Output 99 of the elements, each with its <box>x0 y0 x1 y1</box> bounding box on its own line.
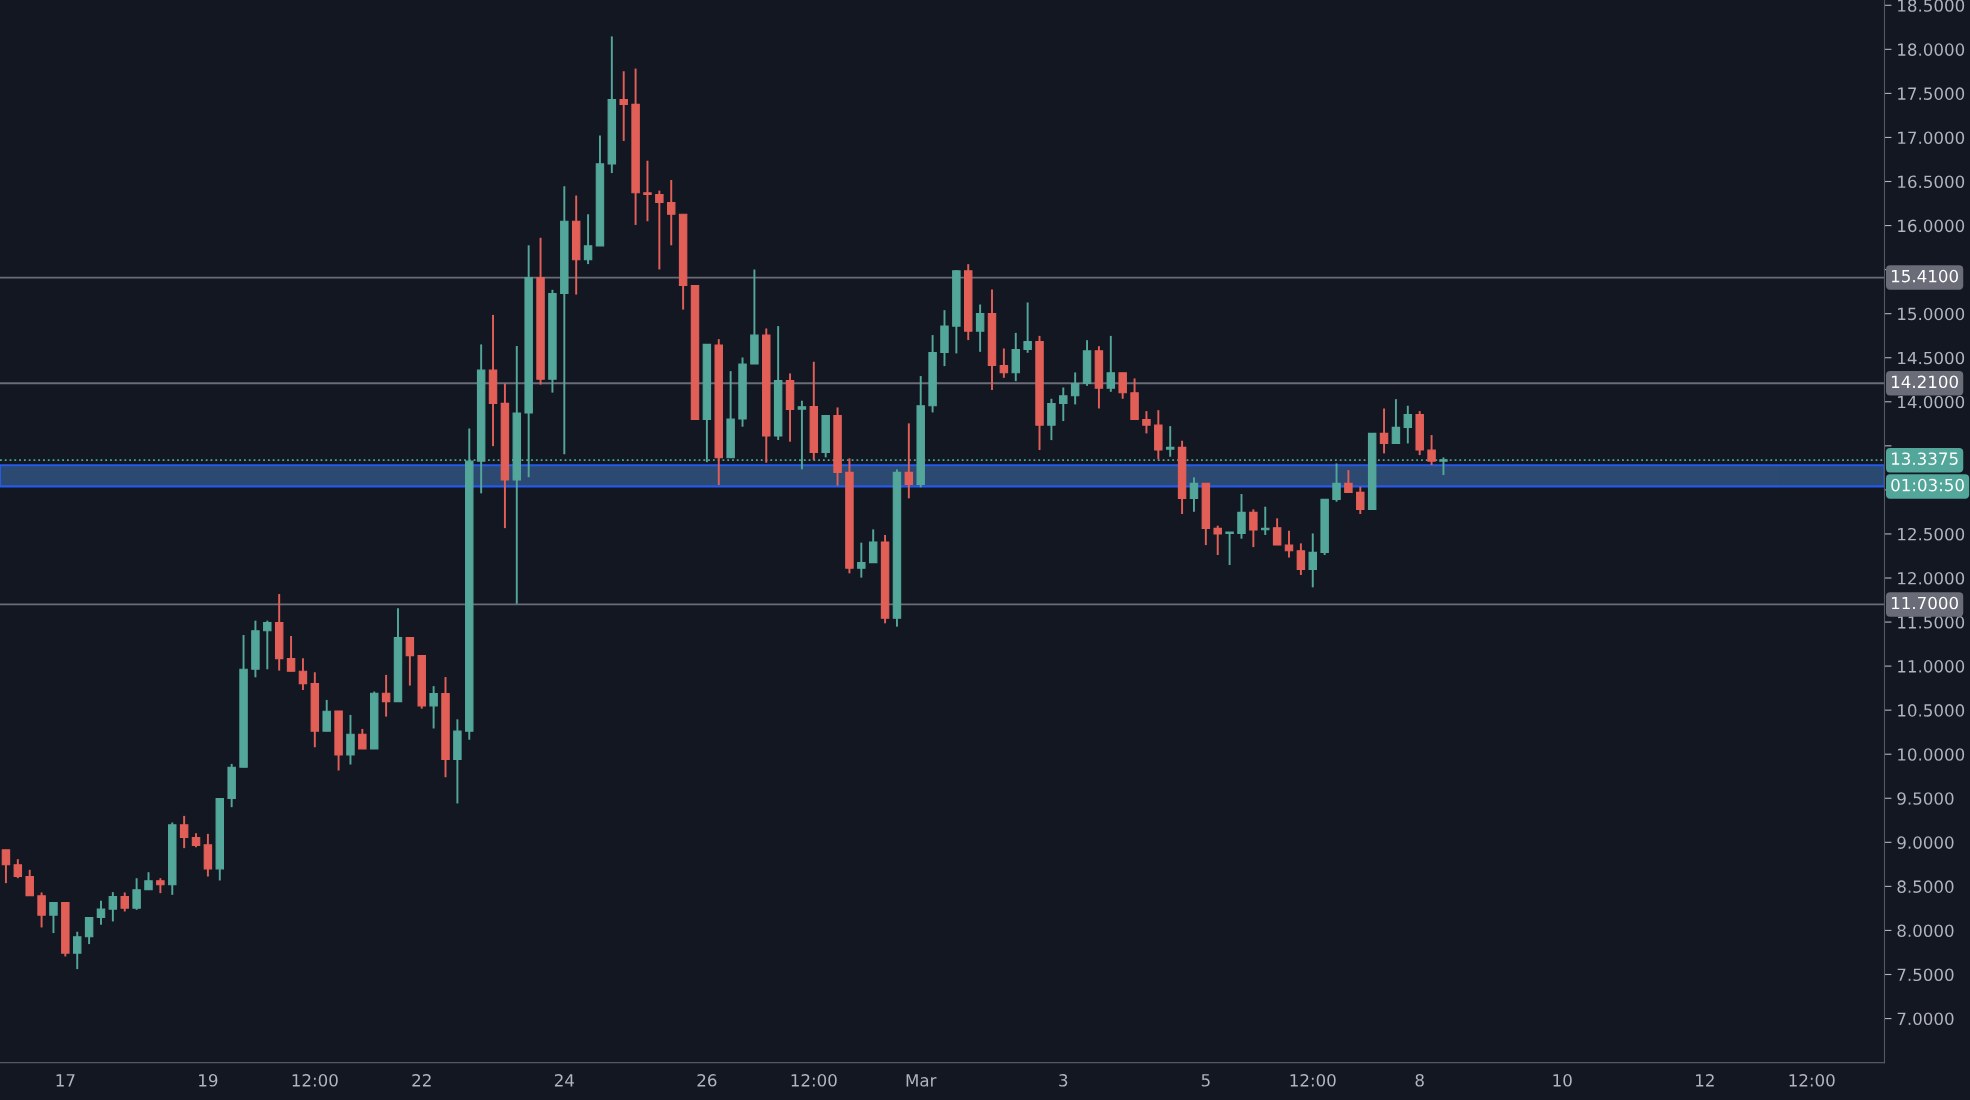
ref-line-label: 15.4100 <box>1891 269 1958 283</box>
x-tick-label: Mar <box>906 1074 937 1087</box>
candlestick <box>975 303 985 353</box>
x-tick-label: 12:00 <box>1789 1074 1835 1087</box>
y-tick-label: 14.0000 <box>1898 395 1965 409</box>
candlestick <box>1225 531 1234 567</box>
x-tick-label: 26 <box>697 1074 717 1087</box>
candlestick <box>1165 425 1175 458</box>
x-tick-label: 12:00 <box>292 1074 338 1087</box>
candlestick <box>1356 485 1365 515</box>
candlestick <box>1403 404 1413 445</box>
candlestick <box>298 657 308 691</box>
candlestick <box>1308 532 1318 589</box>
candlestick <box>643 159 652 223</box>
y-tick-label: 7.0000 <box>1897 1012 1954 1026</box>
candlestick <box>1047 397 1056 442</box>
x-tick-label: 24 <box>554 1074 574 1087</box>
candlestick <box>1427 434 1436 467</box>
candlestick <box>346 713 355 766</box>
x-tick-label: 19 <box>199 1074 218 1087</box>
candlestick <box>381 673 391 718</box>
candlestick <box>1296 542 1306 576</box>
x-tick-label: 8 <box>1415 1074 1424 1087</box>
y-tick-label: 12.5000 <box>1898 527 1965 541</box>
x-tick-label: 12 <box>1696 1074 1714 1087</box>
y-tick-label: 12.0000 <box>1898 571 1965 585</box>
candlestick <box>13 858 23 880</box>
candlestick <box>1 848 11 885</box>
candlestick <box>96 899 106 926</box>
candlestick <box>429 685 438 730</box>
y-tick-label: 8.5000 <box>1897 880 1954 893</box>
candlestick <box>286 635 296 673</box>
candlestick <box>203 832 213 878</box>
candlestick <box>1272 517 1282 547</box>
candlestick <box>1023 301 1032 354</box>
y-tick-label: 8.0000 <box>1897 924 1954 937</box>
candlestick <box>405 636 415 687</box>
y-tick-label: 18.5000 <box>1898 0 1965 12</box>
candlestick <box>1379 407 1389 455</box>
candlestick <box>1213 524 1222 556</box>
ref-line-label: 11.7000 <box>1891 596 1958 610</box>
candlestick <box>1142 410 1151 435</box>
x-tick-label: 17 <box>56 1074 75 1087</box>
candlestick <box>619 70 628 142</box>
candlestick <box>1106 334 1116 393</box>
x-tick-label: 12:00 <box>1290 1074 1336 1087</box>
x-tick-label: 10 <box>1553 1074 1572 1087</box>
candlestick <box>108 891 118 923</box>
candlestick <box>999 347 1009 379</box>
candlestick <box>49 901 58 935</box>
candlestick <box>1249 508 1258 549</box>
candlestick <box>179 814 189 850</box>
y-tick-label: 9.5000 <box>1897 792 1954 805</box>
candlestick <box>1344 469 1353 494</box>
candlestick <box>655 189 664 271</box>
candlestick <box>263 619 272 671</box>
candlestick <box>84 916 94 946</box>
candlestick <box>1059 386 1068 423</box>
ref-line-label: 13.3375 <box>1891 452 1958 465</box>
y-tick-label: 11.5000 <box>1898 616 1965 629</box>
candlestick <box>1237 493 1246 540</box>
candlestick <box>1284 529 1294 559</box>
x-tick-label: 12:00 <box>791 1074 837 1087</box>
candlestick <box>1332 462 1341 503</box>
candlestick <box>904 422 914 500</box>
y-tick-label: 14.5000 <box>1898 351 1965 365</box>
y-tick-label: 10.0000 <box>1898 748 1965 761</box>
candlestick <box>868 528 878 564</box>
candlestick <box>857 541 866 579</box>
candlestick <box>666 179 676 247</box>
y-tick-label: 11.0000 <box>1898 660 1965 673</box>
candlestick <box>1011 331 1020 383</box>
y-tick-label: 9.0000 <box>1897 836 1954 849</box>
text: 01:03:50 <box>1891 478 1964 492</box>
y-tick-label: 16.5000 <box>1898 175 1965 189</box>
candlestick <box>1261 505 1270 536</box>
candlestick <box>583 213 593 266</box>
y-tick-label: 10.5000 <box>1898 704 1965 717</box>
y-tick-label: 16.0000 <box>1898 219 1965 233</box>
candlestick <box>358 727 367 750</box>
candlestick <box>25 868 34 897</box>
candlestick <box>72 930 82 971</box>
candlestick <box>322 698 331 733</box>
candlestick <box>1070 371 1080 406</box>
candlestick <box>1189 476 1199 513</box>
y-tick-label: 17.5000 <box>1898 87 1965 100</box>
y-tick-label: 7.5000 <box>1897 968 1954 982</box>
candlestick <box>1118 371 1127 400</box>
y-tick-label: 18.0000 <box>1898 43 1965 56</box>
y-tick-label: 15.0000 <box>1898 307 1965 321</box>
x-tick-label: 5 <box>1201 1074 1210 1087</box>
candlestick <box>37 891 46 929</box>
candlestick <box>132 877 141 911</box>
ref-line-label: 14.2100 <box>1891 375 1958 389</box>
candlestick <box>120 891 129 913</box>
candlestick <box>1391 398 1401 445</box>
x-tick-label: 22 <box>412 1074 431 1087</box>
y-tick-label: 17.0000 <box>1898 131 1965 145</box>
x-tick-label: 3 <box>1059 1074 1068 1087</box>
